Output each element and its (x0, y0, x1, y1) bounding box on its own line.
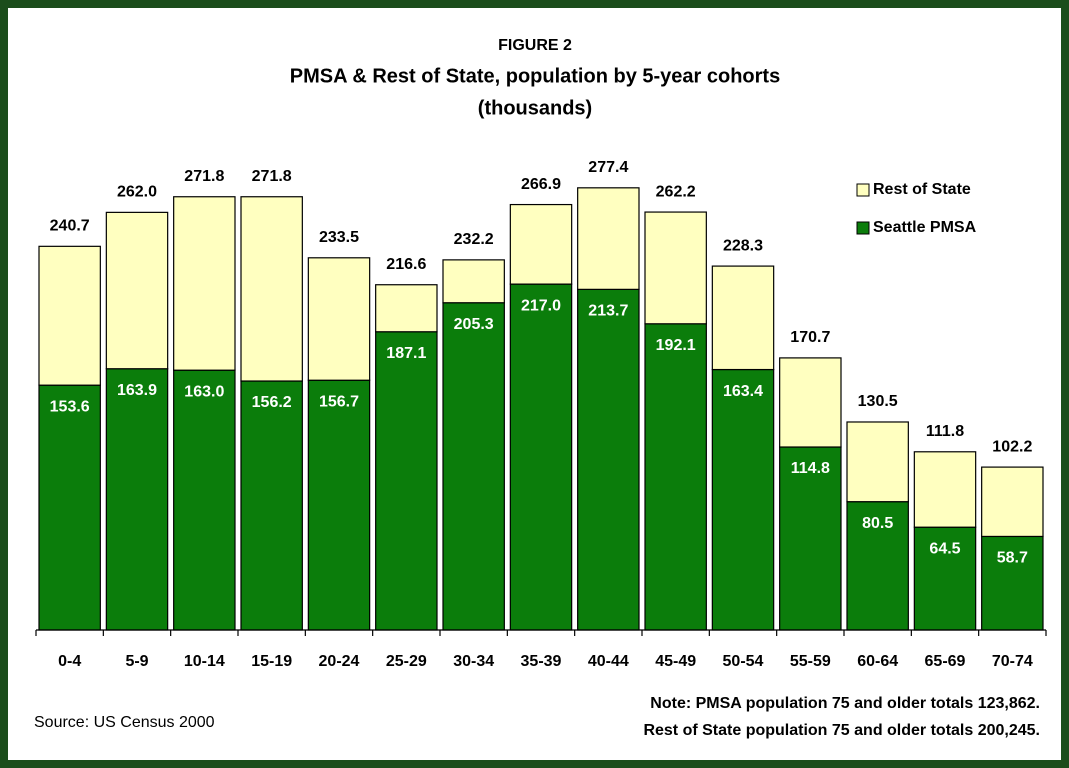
x-tick-label: 70-74 (992, 653, 1033, 670)
bar-segment (442, 302, 505, 631)
value-label: 205.3 (454, 316, 494, 333)
chart-subtitle: (thousands) (478, 97, 592, 119)
value-label: 114.8 (791, 460, 830, 477)
x-tick-label: 10-14 (184, 653, 225, 670)
bar-segment (240, 196, 303, 382)
x-tick-label: 65-69 (925, 653, 966, 670)
total-label: 262.0 (117, 184, 157, 201)
bar-segment (913, 451, 977, 528)
bar-segment (779, 357, 842, 448)
total-label: 262.2 (656, 183, 696, 200)
x-tick-label: 50-54 (723, 653, 764, 670)
total-label: 228.3 (723, 237, 763, 254)
total-label: 266.9 (521, 176, 561, 193)
x-tick-label: 0-4 (58, 653, 81, 670)
note: Note: PMSA population 75 and older total… (650, 695, 1040, 712)
bar-segment (38, 245, 101, 386)
bar-segment (644, 323, 707, 631)
value-label: 187.1 (386, 345, 426, 362)
bar-segment (375, 284, 438, 333)
value-label: 80.5 (862, 515, 893, 532)
figure-label: FIGURE 2 (498, 37, 572, 54)
total-label: 130.5 (858, 393, 898, 410)
bar-segment (38, 384, 101, 631)
chart-title: PMSA & Rest of State, population by 5-ye… (290, 65, 780, 87)
bar-segment (307, 257, 371, 381)
bar-segment (240, 380, 303, 631)
bar-segment (846, 421, 909, 503)
note: Rest of State population 75 and older to… (643, 722, 1040, 739)
bar-segment (173, 369, 236, 631)
total-label: 170.7 (790, 329, 830, 346)
value-label: 213.7 (588, 303, 628, 320)
total-label: 216.6 (386, 256, 426, 273)
legend-label: Rest of State (873, 181, 971, 198)
x-tick-label: 20-24 (319, 653, 360, 670)
bar-segment (577, 288, 640, 631)
total-label: 271.8 (184, 168, 224, 185)
legend-swatch (856, 183, 870, 197)
bar-segment (711, 265, 775, 371)
total-label: 111.8 (926, 423, 964, 440)
x-tick-label: 25-29 (386, 653, 427, 670)
bar-segment (173, 196, 236, 371)
x-tick-label: 15-19 (251, 653, 292, 670)
total-label: 271.8 (252, 168, 292, 185)
value-label: 156.7 (319, 393, 359, 410)
total-label: 277.4 (588, 159, 628, 176)
legend-swatch (856, 221, 870, 235)
x-tick-label: 40-44 (588, 653, 629, 670)
bar-segment (644, 211, 707, 325)
bar-segment (913, 526, 977, 631)
value-label: 64.5 (929, 540, 960, 557)
x-tick-label: 45-49 (655, 653, 696, 670)
bar-segment (981, 466, 1044, 538)
bar-segment (779, 446, 842, 631)
x-tick-label: 60-64 (857, 653, 898, 670)
bar-segment (509, 203, 573, 285)
value-label: 163.4 (723, 383, 763, 400)
value-label: 58.7 (997, 550, 1028, 567)
value-label: 217.0 (521, 297, 561, 314)
value-label: 156.2 (252, 394, 292, 411)
x-tick-label: 30-34 (453, 653, 494, 670)
bar-segment (509, 283, 573, 631)
total-label: 102.2 (992, 438, 1032, 455)
bar-segment (711, 368, 775, 631)
x-tick-label: 35-39 (521, 653, 562, 670)
total-label: 232.2 (454, 231, 494, 248)
value-label: 163.9 (117, 382, 157, 399)
bar-segment (375, 331, 438, 631)
x-tick-label: 5-9 (125, 653, 148, 670)
bar-segment (105, 211, 169, 370)
bar-segment (105, 368, 169, 631)
x-tick-label: 55-59 (790, 653, 831, 670)
bar-segment (577, 187, 640, 290)
value-label: 153.6 (50, 398, 90, 415)
total-label: 233.5 (319, 229, 359, 246)
total-label: 240.7 (50, 218, 90, 235)
value-label: 192.1 (656, 337, 696, 354)
legend-label: Seattle PMSA (873, 219, 977, 236)
bar-segment (307, 379, 371, 631)
value-label: 163.0 (184, 383, 224, 400)
bar-segment (442, 259, 505, 304)
source: Source: US Census 2000 (34, 714, 215, 731)
